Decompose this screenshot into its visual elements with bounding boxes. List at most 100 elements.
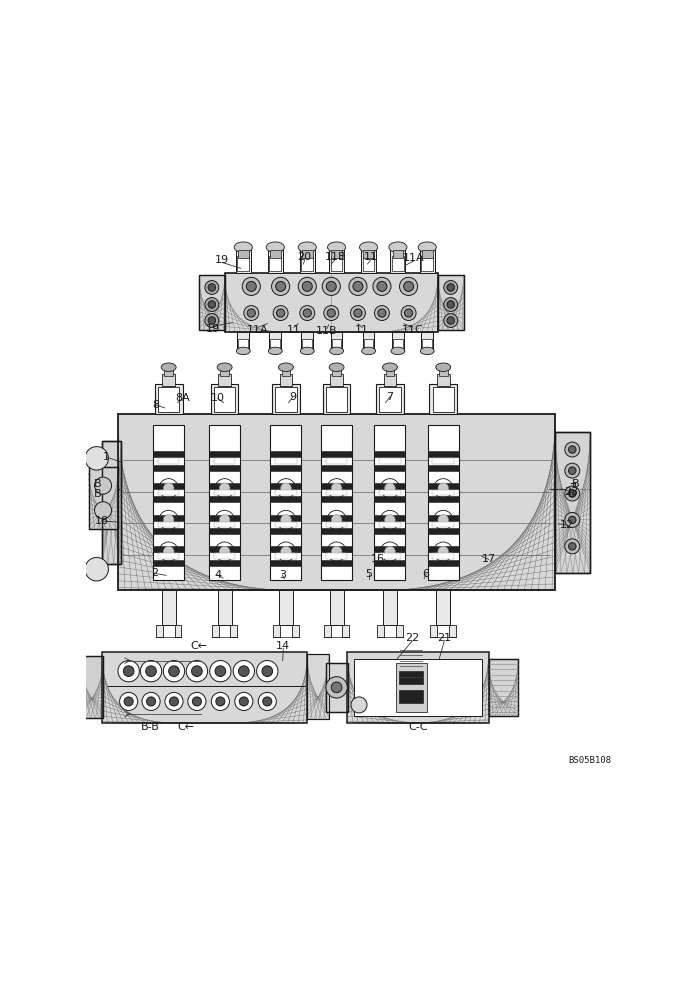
Bar	[158, 387, 180, 412]
Bar	[153, 483, 184, 489]
Text: 21: 21	[438, 633, 451, 643]
Circle shape	[242, 277, 260, 295]
Bar	[363, 332, 374, 351]
Bar	[209, 425, 240, 580]
Bar	[162, 374, 175, 386]
Bar	[326, 663, 348, 712]
Circle shape	[210, 661, 231, 682]
Bar	[217, 590, 232, 625]
Bar	[214, 458, 235, 464]
Bar	[153, 465, 184, 471]
Bar	[347, 652, 488, 723]
Bar	[324, 625, 331, 637]
Bar	[209, 515, 240, 521]
Bar	[270, 560, 301, 566]
Circle shape	[565, 486, 580, 501]
Circle shape	[258, 692, 277, 710]
Bar	[439, 367, 447, 376]
Bar	[321, 515, 352, 521]
Bar	[330, 374, 343, 386]
Bar	[326, 553, 347, 559]
Circle shape	[281, 483, 291, 494]
Bar	[301, 256, 313, 271]
Bar	[214, 553, 235, 559]
Circle shape	[400, 277, 418, 295]
Circle shape	[239, 666, 249, 676]
Bar	[321, 546, 352, 552]
Bar	[326, 490, 347, 495]
Ellipse shape	[268, 347, 282, 355]
Bar	[209, 451, 240, 457]
Circle shape	[568, 490, 576, 497]
Circle shape	[219, 483, 230, 494]
Circle shape	[239, 697, 248, 706]
Circle shape	[208, 317, 215, 324]
Text: 14: 14	[276, 641, 290, 651]
Bar	[275, 553, 297, 559]
Circle shape	[401, 306, 416, 321]
Bar	[437, 374, 450, 386]
Bar	[237, 256, 249, 271]
Bar	[396, 625, 402, 637]
Bar	[354, 659, 482, 716]
Text: 17: 17	[482, 554, 495, 564]
Circle shape	[215, 510, 234, 530]
Bar	[153, 560, 184, 566]
Bar	[374, 496, 405, 502]
Circle shape	[438, 515, 449, 525]
Bar	[300, 247, 314, 273]
Bar	[158, 458, 180, 464]
Text: C←: C←	[191, 641, 208, 651]
Bar	[428, 546, 459, 552]
Bar	[270, 496, 301, 502]
Text: C-C: C-C	[408, 722, 427, 732]
Circle shape	[565, 442, 580, 457]
Circle shape	[188, 692, 206, 710]
Text: 19: 19	[215, 255, 229, 265]
Circle shape	[349, 277, 367, 295]
Bar	[158, 490, 180, 495]
Text: 8A: 8A	[175, 393, 191, 403]
Bar	[80, 656, 103, 718]
Bar	[268, 247, 283, 273]
Text: 5: 5	[365, 569, 372, 579]
Bar	[118, 414, 555, 590]
Text: 8: 8	[152, 400, 159, 410]
Bar	[301, 332, 313, 351]
Ellipse shape	[301, 347, 314, 355]
Circle shape	[277, 309, 285, 317]
Bar	[323, 384, 350, 414]
Circle shape	[385, 515, 395, 525]
Bar	[220, 367, 229, 376]
Text: 20: 20	[297, 252, 312, 262]
Bar	[153, 425, 184, 580]
Bar	[162, 590, 175, 625]
Bar	[302, 250, 312, 258]
Bar	[153, 451, 184, 457]
Bar	[275, 490, 297, 495]
Circle shape	[447, 317, 455, 324]
Bar	[374, 451, 405, 457]
Bar	[214, 522, 235, 527]
Bar	[102, 652, 308, 723]
Bar	[433, 387, 454, 412]
Circle shape	[332, 483, 342, 494]
Circle shape	[380, 510, 400, 530]
Circle shape	[281, 546, 291, 557]
Circle shape	[568, 446, 576, 453]
Circle shape	[272, 277, 290, 295]
Circle shape	[165, 692, 183, 710]
Bar	[555, 432, 590, 573]
Circle shape	[163, 515, 174, 525]
Bar	[275, 458, 297, 464]
Ellipse shape	[298, 242, 316, 253]
Text: 4: 4	[214, 570, 222, 580]
Text: 16: 16	[372, 554, 385, 564]
Text: 11: 11	[364, 252, 378, 262]
Circle shape	[120, 692, 138, 710]
Circle shape	[565, 539, 580, 554]
Bar	[392, 256, 404, 271]
Text: 2: 2	[151, 568, 158, 578]
Circle shape	[247, 309, 255, 317]
Bar	[321, 451, 352, 457]
